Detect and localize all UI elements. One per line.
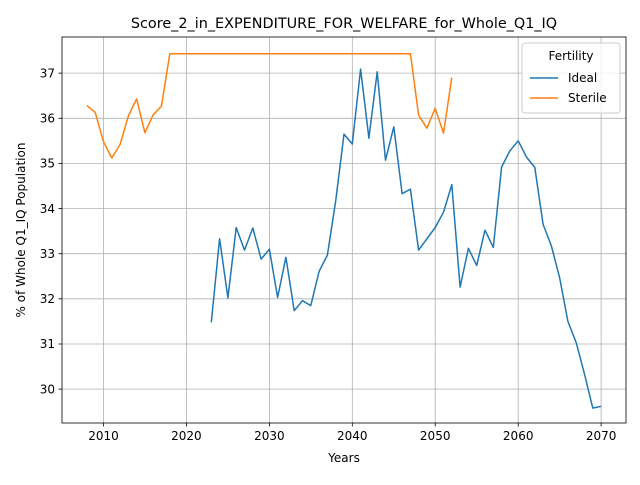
y-tick-label: 35 [40,157,55,171]
y-tick-label: 37 [40,66,55,80]
grid-lines [62,37,626,423]
x-tick-label: 2010 [88,429,119,443]
legend-title: Fertility [548,49,593,63]
y-tick-label: 33 [40,247,55,261]
x-tick-label: 2040 [337,429,368,443]
x-tick-label: 2060 [503,429,534,443]
x-tick-label: 2030 [254,429,285,443]
y-tick-label: 34 [40,202,55,216]
plot-series [86,52,602,409]
y-axis-label: % of Whole Q1_IQ Population [14,143,28,318]
x-axis-label: Years [327,451,360,465]
x-tick-label: 2050 [420,429,451,443]
axes-frame [61,36,627,424]
y-tick-label: 31 [40,337,55,351]
legend-label-sterile: Sterile [568,91,607,105]
legend-label-ideal: Ideal [568,71,597,85]
series-line-sterile [86,52,453,159]
y-tick-label: 30 [40,382,55,396]
axis-ticks: 2010 2020 2030 2040 2050 2060 2070 30 31 32 33 34 35… [40,66,617,443]
legend-box [521,42,621,114]
x-tick-label: 2070 [586,429,617,443]
y-tick-label: 32 [40,292,55,306]
x-tick-label: 2020 [171,429,202,443]
series-line-ideal [210,68,602,409]
y-tick-label: 36 [40,112,55,126]
legend: Fertility Ideal Sterile [521,42,621,114]
chart-title: Score_2_in_EXPENDITURE_FOR_WELFARE_for_W… [131,16,557,32]
